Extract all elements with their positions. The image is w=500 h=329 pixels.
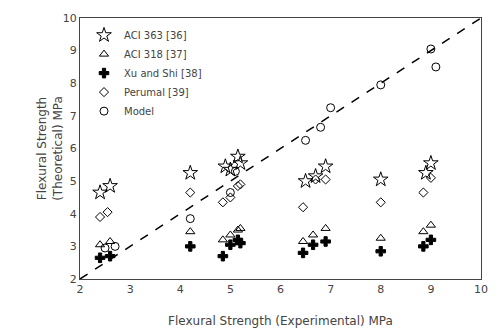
- svg-text:5: 5: [70, 175, 77, 188]
- svg-text:6: 6: [277, 283, 284, 296]
- svg-text:ACI 363 [36]: ACI 363 [36]: [124, 30, 187, 41]
- svg-text:10: 10: [474, 283, 488, 296]
- svg-text:7: 7: [327, 283, 334, 296]
- svg-text:Model: Model: [124, 106, 154, 117]
- svg-text:9: 9: [70, 44, 77, 57]
- svg-text:3: 3: [127, 283, 134, 296]
- svg-text:Flexural Strength (Experimenta: Flexural Strength (Experimental) MPa: [168, 314, 393, 328]
- svg-text:9: 9: [427, 283, 434, 296]
- svg-text:2: 2: [77, 283, 84, 296]
- svg-text:5: 5: [227, 283, 234, 296]
- svg-text:2: 2: [70, 273, 77, 286]
- svg-text:Flexural Strength(Theoretical): Flexural Strength(Theoretical) MPa: [35, 96, 65, 201]
- svg-text:10: 10: [63, 12, 77, 25]
- svg-text:ACI 318 [37]: ACI 318 [37]: [124, 49, 187, 60]
- svg-text:4: 4: [70, 208, 77, 221]
- svg-text:Perumal [39]: Perumal [39]: [124, 87, 189, 98]
- svg-text:7: 7: [70, 110, 77, 123]
- svg-text:8: 8: [70, 77, 77, 90]
- svg-text:3: 3: [70, 240, 77, 253]
- svg-text:6: 6: [70, 142, 77, 155]
- svg-text:Xu and Shi [38]: Xu and Shi [38]: [124, 68, 202, 79]
- svg-text:4: 4: [177, 283, 184, 296]
- svg-text:8: 8: [377, 283, 384, 296]
